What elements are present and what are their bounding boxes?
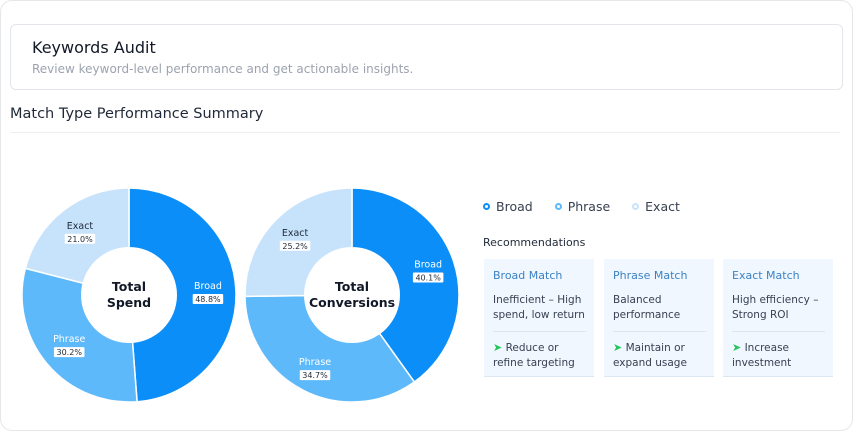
recommendations-title: Recommendations — [483, 236, 586, 249]
card-title: Phrase Match — [613, 269, 688, 282]
slice-label-broad: Broad — [194, 281, 222, 292]
slice-value-phrase: 30.2% — [57, 348, 83, 357]
slice-value-bg — [64, 233, 96, 244]
slice-label-phrase: Phrase — [299, 357, 331, 368]
phrase-dot-icon — [554, 203, 562, 210]
card-action: ➤ Maintain or expand usage — [613, 340, 706, 371]
chart-legend: Broad Phrase Exact — [483, 199, 680, 214]
legend-item-broad: Broad — [483, 199, 533, 214]
recommendation-card-exact: Exact Match High efficiency – Strong ROI… — [723, 259, 833, 377]
slice-value-exact: 25.2% — [282, 242, 308, 251]
slice-value-bg — [299, 370, 331, 381]
recommendation-card-phrase: Phrase Match Balanced performance ➤ Main… — [604, 259, 714, 377]
card-action-text: Reduce or refine targeting — [493, 342, 575, 369]
slice-value-phrase: 34.7% — [302, 371, 328, 380]
card-divider — [732, 331, 825, 332]
center-label: Total — [335, 279, 369, 294]
card-divider — [613, 331, 706, 332]
arrow-right-icon: ➤ — [493, 341, 503, 354]
slice-label-broad: Broad — [414, 260, 442, 271]
arrow-right-icon: ➤ — [732, 341, 742, 354]
donut-chart-1: Broad 48.8% Phrase 30.2% Exact 21.0% TotalSpen… — [21, 187, 237, 403]
slice-broad — [351, 187, 460, 384]
arrow-right-icon: ➤ — [613, 341, 623, 354]
slice-label-exact: Exact — [282, 228, 309, 239]
donut-hole — [81, 247, 177, 343]
card-action-text: Maintain or expand usage — [613, 342, 687, 369]
card-divider — [493, 331, 586, 332]
slice-phrase — [244, 294, 416, 403]
card-title: Broad Match — [493, 269, 563, 282]
slice-label-phrase: Phrase — [53, 334, 85, 345]
legend-label-broad: Broad — [496, 199, 533, 214]
exact-dot-icon — [632, 203, 640, 210]
slice-value-broad: 48.8% — [195, 295, 221, 304]
section-title: Match Type Performance Summary — [10, 106, 264, 122]
card-description: High efficiency – Strong ROI — [732, 294, 819, 321]
card-action: ➤ Reduce or refine targeting — [493, 340, 586, 371]
page-title: Keywords Audit — [32, 38, 156, 57]
slice-value-bg — [192, 294, 224, 305]
center-label: Spend — [107, 295, 151, 310]
legend-item-phrase: Phrase — [554, 199, 611, 214]
slice-label-exact: Exact — [67, 221, 94, 232]
donut-hole — [304, 247, 400, 343]
broad-dot-icon — [483, 203, 490, 210]
donut-chart-2: Broad 40.1% Phrase 34.7% Exact 25.2% TotalConv… — [244, 187, 460, 403]
slice-value-exact: 21.0% — [67, 235, 93, 244]
card-action: ➤ Increase investment — [732, 340, 825, 371]
slice-value-bg — [279, 240, 311, 251]
section-divider — [10, 132, 840, 133]
card-action-text: Increase investment — [732, 342, 792, 369]
card-description: Inefficient – High spend, low return — [493, 294, 585, 321]
slice-broad — [128, 187, 237, 403]
slice-value-broad: 40.1% — [415, 274, 441, 283]
card-description: Balanced performance — [613, 294, 681, 321]
center-label: Conversions — [309, 295, 395, 310]
card-title: Exact Match — [732, 269, 800, 282]
slice-value-bg — [412, 272, 444, 283]
recommendation-card-broad: Broad Match Inefficient – High spend, lo… — [484, 259, 594, 377]
legend-label-phrase: Phrase — [567, 199, 611, 214]
center-label: Total — [112, 279, 146, 294]
legend-label-exact: Exact — [645, 199, 680, 214]
header-card: Keywords Audit Review keyword-level perf… — [10, 24, 843, 90]
legend-item-exact: Exact — [632, 199, 680, 214]
page-subtitle: Review keyword-level performance and get… — [32, 62, 414, 76]
slice-value-bg — [53, 347, 85, 358]
